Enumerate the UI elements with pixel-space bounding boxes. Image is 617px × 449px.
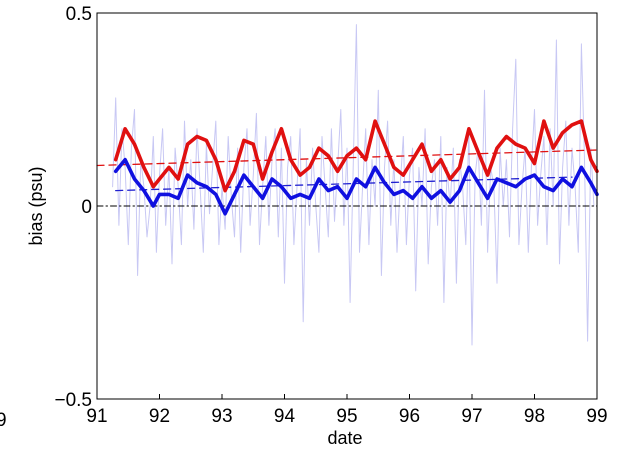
y-tick-label: 0 (81, 197, 92, 218)
y-tick-label: −0.5 (54, 390, 92, 411)
series-line-0 (113, 119, 599, 193)
y-tick-label: 0.5 (66, 4, 92, 25)
series-trend-3 (115, 176, 573, 192)
series-line-1 (113, 157, 599, 216)
x-tick-label: 99 (586, 406, 607, 427)
plot-area (96, 24, 599, 346)
x-tick-label: 93 (211, 406, 232, 427)
x-ticks: 91 92 93 94 95 96 97 98 99 (86, 394, 608, 427)
clipped-left-tick-fragment: 9 (0, 410, 7, 431)
x-tick-label: 97 (461, 406, 482, 427)
y-axis-label: bias (psu) (26, 166, 46, 245)
x-tick-label: 96 (399, 406, 420, 427)
x-tick-label: 98 (524, 406, 545, 427)
x-tick-label: 92 (149, 406, 170, 427)
series-trend-2 (96, 149, 598, 167)
x-tick-label: 91 (86, 406, 107, 427)
x-tick-label: 94 (274, 406, 296, 427)
x-axis-label: date (327, 428, 362, 448)
x-tick-label: 95 (336, 406, 357, 427)
y-ticks: 0.5 0 −0.5 (54, 4, 102, 411)
